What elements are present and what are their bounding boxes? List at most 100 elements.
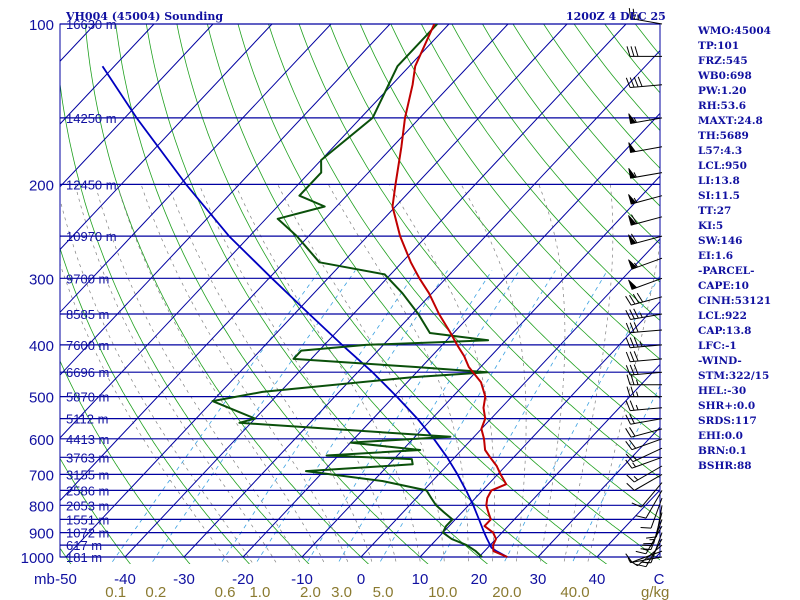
mixing-ratio-line <box>502 274 660 564</box>
index-line: CAP:13.8 <box>698 325 752 337</box>
wind-barb-feather <box>630 46 635 57</box>
height-label: 6696 m <box>66 365 109 380</box>
index-line: STM:322/15 <box>698 370 770 382</box>
pressure-tick-label: 400 <box>29 338 54 355</box>
temperature-tick-label: -30 <box>173 571 195 588</box>
temperature-tick-label: -10 <box>291 571 313 588</box>
wind-barb-feather <box>625 459 633 469</box>
indices-panel: WMO:45004 TP:101 FRZ:545 WB0:698 PW:1.20 RH:5… <box>698 24 771 474</box>
index-line: PW:1.20 <box>698 85 747 97</box>
wind-barb-half-feather <box>636 391 639 397</box>
index-line: FRZ:545 <box>698 55 748 67</box>
index-line: SW:146 <box>698 235 743 247</box>
height-label: 5870 m <box>66 390 109 405</box>
wind-barb-feather <box>626 374 631 385</box>
wind-barb-shaft <box>630 17 663 25</box>
dry-adiabat <box>451 24 660 283</box>
isotherm <box>419 300 660 558</box>
wind-barb-feather <box>646 536 657 539</box>
wind-barb <box>628 214 663 226</box>
dry-adiabat <box>60 359 191 564</box>
index-line: LCL:950 <box>698 160 747 172</box>
wind-barb-half-feather <box>633 172 637 178</box>
temperature-tick-label: -50 <box>55 571 77 588</box>
wind-barb-feather <box>629 413 635 424</box>
temperature-tick-label: 30 <box>530 571 547 588</box>
dry-adiabat <box>329 24 660 439</box>
index-line: WMO:45004 <box>698 25 771 37</box>
wind-barb-shaft <box>630 358 663 363</box>
wind-barb <box>625 413 663 425</box>
mixing-ratio-lines <box>110 270 660 564</box>
index-line: -WIND- <box>698 355 742 367</box>
wind-barb-half-feather <box>635 404 639 411</box>
dry-adiabat <box>359 24 660 399</box>
height-label: 4413 m <box>66 432 109 447</box>
wind-barb-feather <box>635 563 647 568</box>
wind-barb-shaft <box>630 313 663 320</box>
wind-barb-shaft <box>630 329 663 334</box>
wind-barb-half-feather <box>639 312 643 318</box>
wind-barb-shaft <box>634 473 663 491</box>
dry-adiabats <box>60 24 660 564</box>
dry-adiabat <box>60 547 72 564</box>
index-line: -PARCEL- <box>698 265 755 277</box>
wind-barbs <box>625 8 663 568</box>
mixing-ratio-line <box>438 270 608 564</box>
wind-barb-half-feather <box>632 455 637 461</box>
wind-barb-feather <box>629 294 636 305</box>
wind-barb-shaft <box>650 497 663 529</box>
wind-barb-feather <box>625 322 631 333</box>
wind-barb-feather <box>632 8 635 20</box>
mixing-ratio-line <box>219 270 418 564</box>
temperature-tick-label: 0 <box>357 571 365 588</box>
wind-barb-shaft <box>630 407 663 412</box>
wind-barb-feather <box>641 544 653 547</box>
wind-barb-feather <box>625 441 633 450</box>
index-line: SI:11.5 <box>698 190 740 202</box>
dry-adiabat <box>60 80 310 564</box>
wind-barb <box>625 308 663 320</box>
sounding-title: VH004 (45004) Sounding <box>66 10 224 23</box>
wind-barb <box>635 490 663 519</box>
height-label: 16630 m <box>66 17 117 32</box>
index-line: EHI:0.0 <box>698 430 743 442</box>
mixing-ratio-unit: g/kg <box>641 584 669 600</box>
height-label: 7600 m <box>66 338 109 353</box>
mixing-ratio-line <box>336 270 520 564</box>
height-label: 8585 m <box>66 307 109 322</box>
isotherm <box>60 24 155 125</box>
index-line: TP:101 <box>698 40 740 52</box>
index-line: WB0:698 <box>698 70 752 82</box>
height-label: 3155 m <box>66 467 109 482</box>
dry-adiabat <box>482 24 660 245</box>
isotherm <box>60 24 391 376</box>
height-label: 181 m <box>66 550 102 565</box>
wind-barb-feather <box>625 295 632 306</box>
wind-barb-feather <box>633 308 639 319</box>
isotherm <box>124 24 627 558</box>
height-label: 3763 m <box>66 450 109 465</box>
isotherm <box>60 24 450 439</box>
wind-barb-feather <box>633 337 639 348</box>
wind-barb <box>625 427 663 438</box>
sounding-time: 1200Z 4 DEC 25 <box>566 10 666 23</box>
wind-barb-feather <box>625 77 631 88</box>
wind-barb-pennant <box>628 168 637 179</box>
height-label: 9700 m <box>66 271 109 286</box>
wind-barb <box>626 465 663 483</box>
wind-barb-shaft <box>655 505 663 537</box>
wind-barb <box>625 292 663 306</box>
index-line: CINH:53121 <box>698 295 772 307</box>
isotherm <box>65 24 568 558</box>
wind-barb-feather <box>633 364 639 375</box>
wind-barb <box>625 351 663 363</box>
index-line: L57:4.3 <box>698 145 743 157</box>
moist-adiabat <box>587 242 660 564</box>
wind-barb-feather <box>629 400 635 411</box>
wind-barb-shaft <box>631 438 663 451</box>
temperature-tick-label: 10 <box>412 571 429 588</box>
index-line: SRDS:117 <box>698 415 757 427</box>
wind-barb-shaft <box>630 84 663 88</box>
dry-adiabat <box>206 24 608 564</box>
